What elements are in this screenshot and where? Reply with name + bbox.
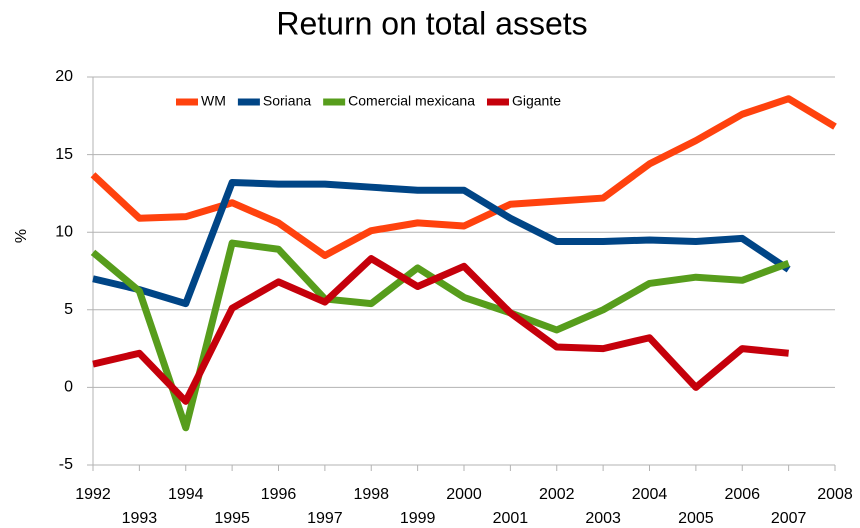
- y-tick-label: -5: [59, 456, 73, 473]
- x-tick-label: 1995: [214, 510, 250, 527]
- legend-label: Soriana: [263, 93, 311, 109]
- x-tick-label: 2002: [539, 486, 575, 503]
- x-tick-label: 2006: [724, 486, 760, 503]
- x-tick-label: 1993: [122, 510, 158, 527]
- x-tick-label: 2008: [817, 486, 853, 503]
- legend-label: WM: [201, 93, 226, 109]
- series-line: [90, 95, 837, 259]
- x-tick-label: 2004: [632, 486, 668, 503]
- x-tick-label: 2000: [446, 486, 482, 503]
- y-axis-label: %: [13, 229, 30, 243]
- x-tick-label: 1996: [261, 486, 297, 503]
- y-tick-label: 20: [55, 68, 73, 85]
- series-line: [92, 255, 789, 405]
- x-tick-label: 2003: [585, 510, 621, 527]
- y-tick-label: 5: [64, 301, 73, 318]
- x-tick-label: 1997: [307, 510, 343, 527]
- legend-label: Comercial mexicana: [348, 93, 475, 109]
- legend-label: Gigante: [512, 93, 561, 109]
- x-tick-label: 2001: [493, 510, 529, 527]
- x-tick-label: 1998: [353, 486, 389, 503]
- x-tick-label: 1994: [168, 486, 204, 503]
- series-line: [92, 179, 791, 308]
- x-tick-label: 1992: [75, 486, 111, 503]
- x-tick-label: 2005: [678, 510, 714, 527]
- y-tick-label: 15: [55, 146, 73, 163]
- y-tick-label: 10: [55, 223, 73, 240]
- x-tick-label: 1999: [400, 510, 436, 527]
- y-tick-label: 0: [64, 379, 73, 396]
- x-tick-label: 2007: [771, 510, 807, 527]
- series-line: [90, 239, 790, 432]
- chart-title: Return on total assets: [276, 5, 587, 41]
